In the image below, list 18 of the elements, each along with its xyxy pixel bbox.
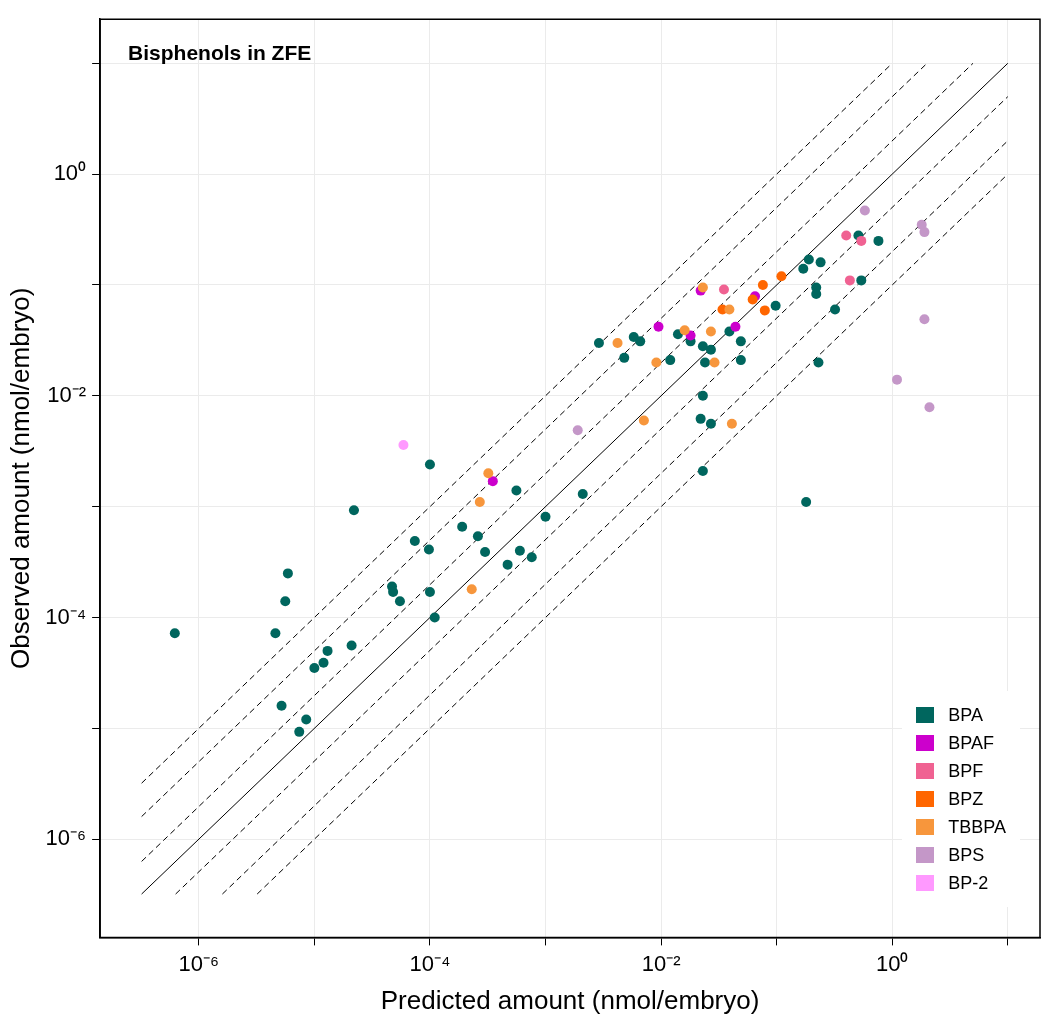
legend-label: BPA bbox=[948, 704, 983, 726]
x-tick-label: 10⁻² bbox=[641, 950, 681, 976]
legend-label: BPS bbox=[948, 844, 985, 866]
y-tick-label: 10⁰ bbox=[53, 160, 87, 186]
legend-label: BPZ bbox=[948, 788, 984, 810]
y-tick-label: 10⁻² bbox=[47, 381, 87, 407]
legend-label: TBBPA bbox=[948, 816, 1006, 838]
legend-label: BPF bbox=[948, 760, 984, 782]
legend-label: BPAF bbox=[948, 732, 994, 754]
y-tick-label: 10⁻⁴ bbox=[45, 603, 87, 629]
x-axis-title: Predicted amount (nmol/embryo) bbox=[380, 984, 760, 1015]
x-tick-label: 10⁻⁴ bbox=[409, 950, 451, 976]
y-tick-label: 10⁻⁶ bbox=[45, 825, 87, 851]
y-axis-title: Observed amount (nmol/embryo) bbox=[4, 287, 35, 670]
text: Bisphenols in ZFE bbox=[128, 41, 312, 66]
x-tick-label: 10⁰ bbox=[875, 950, 909, 976]
x-tick-label: 10⁻⁶ bbox=[178, 950, 220, 976]
legend-label: BP-2 bbox=[948, 872, 989, 894]
